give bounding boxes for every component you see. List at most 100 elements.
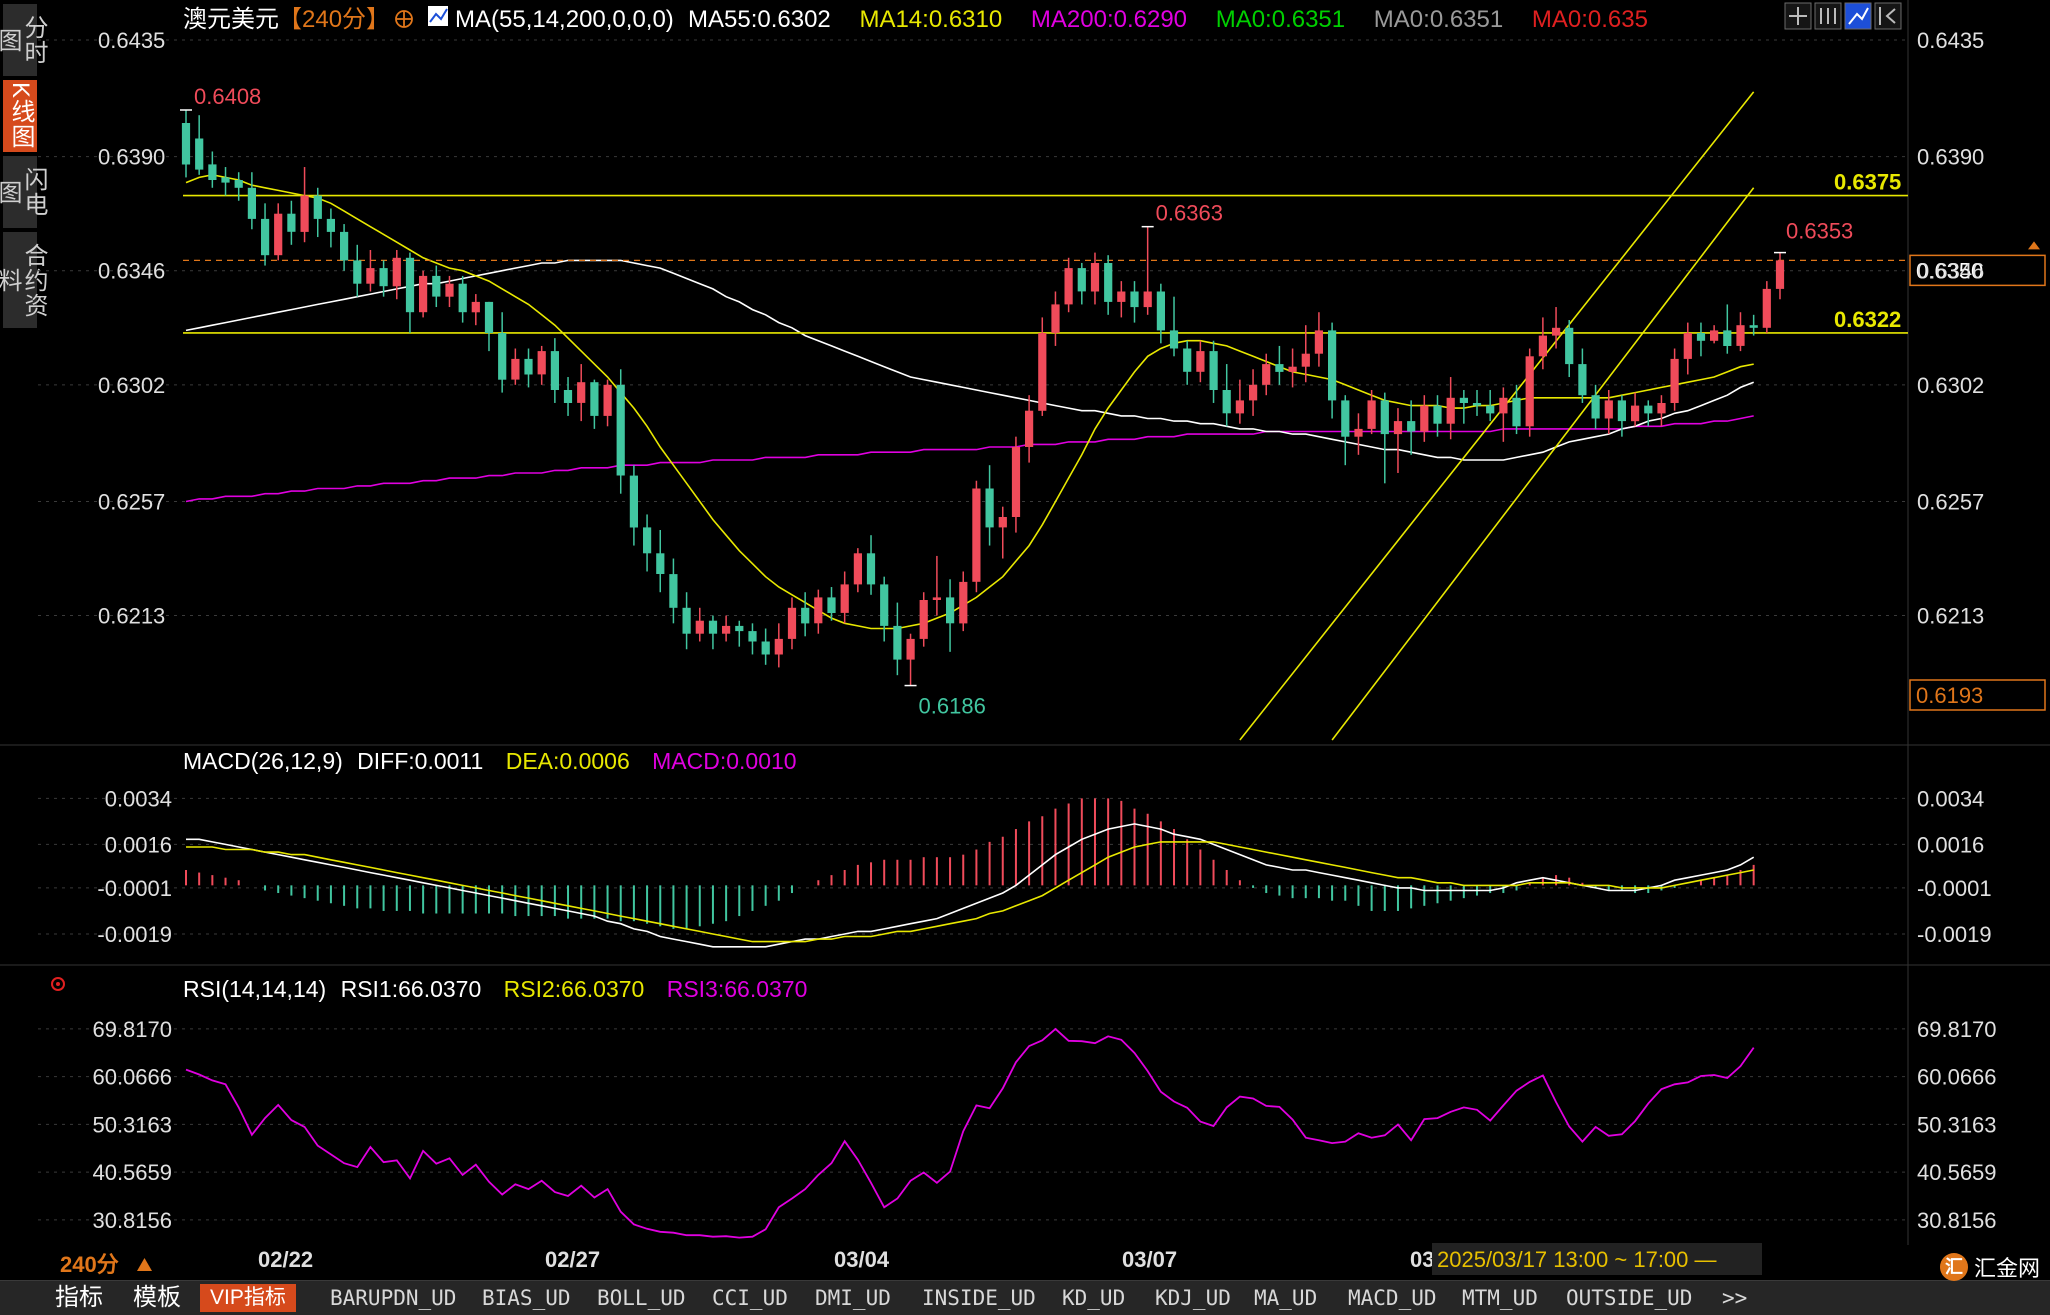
period-dropdown-icon[interactable] — [137, 1258, 152, 1271]
candle-body — [1314, 330, 1323, 354]
ma14-line — [185, 173, 1754, 630]
indicator-tab[interactable]: MA_UD — [1254, 1286, 1318, 1310]
lower-level-label: 0.6322 — [1834, 307, 1901, 332]
candle-body — [1104, 263, 1113, 302]
indicator-tab[interactable]: KD_UD — [1062, 1286, 1126, 1310]
candle-body — [748, 631, 757, 642]
candle-body — [340, 231, 349, 261]
candle-body — [498, 333, 507, 380]
legend-ma0-red: MA0:0.635 — [1532, 6, 1648, 33]
candle-body — [735, 625, 744, 632]
macd-panel — [185, 798, 1755, 948]
macd-title: MACD(26,12,9) — [183, 748, 343, 774]
grid-layout-icon[interactable] — [1784, 2, 1812, 30]
candle-body — [1591, 395, 1600, 419]
indicator-tab[interactable]: BIAS_UD — [482, 1286, 571, 1310]
candle-body — [524, 358, 533, 375]
indicator-tab[interactable]: BARUPDN_UD — [330, 1286, 457, 1310]
crosshair-time-tooltip: 2025/03/17 13:00 ~ 17:00 — — [1432, 1243, 1762, 1275]
candle-body — [774, 638, 783, 655]
bars-layout-icon[interactable] — [1814, 2, 1842, 30]
candle-body — [234, 180, 243, 188]
legend-ma200: MA200:0.6290 — [1031, 6, 1187, 33]
price-tick-label: 0.6302 — [1917, 373, 1984, 398]
candle-body — [1775, 260, 1785, 289]
rsi-legend: RSI(14,14,14) RSI1:66.0370 RSI2:66.0370 … — [183, 976, 807, 1002]
collapse-panel-icon[interactable] — [1874, 2, 1902, 30]
candle-body — [432, 275, 441, 297]
candle-body — [1710, 330, 1719, 341]
rsi-settings-icon[interactable] — [51, 977, 65, 991]
candle-body — [1459, 397, 1468, 403]
indicator-tab[interactable]: VIP指标 — [200, 1284, 296, 1312]
upper-level-label: 0.6375 — [1834, 170, 1901, 195]
macd-tick-label: 0.0034 — [105, 786, 172, 811]
candle-body — [919, 600, 928, 639]
macd-dea-line — [186, 841, 1754, 943]
indicator-tab[interactable]: MTM_UD — [1462, 1286, 1538, 1310]
rsi-tick-label: 40.5659 — [1917, 1160, 1997, 1185]
candle-body — [247, 187, 256, 219]
draw-tool-icon[interactable] — [1844, 2, 1872, 30]
rsi-line — [185, 1027, 1755, 1239]
macd-tick-label: 0.0034 — [1917, 786, 1984, 811]
legend-ma14: MA14:0.6310 — [859, 6, 1002, 33]
indicator-tab[interactable]: CCI_UD — [712, 1286, 788, 1310]
candle-body — [577, 382, 586, 403]
candle-body — [1499, 397, 1508, 414]
date-label: 02/22 — [258, 1247, 313, 1272]
indicator-tab-bar: 指标 模板 VIP指标 BARUPDN_UD BIAS_UD BOLL_UD CCI_UD D… — [0, 1280, 2050, 1315]
ma200-line — [185, 415, 1754, 503]
indicator-tab[interactable]: 指标 — [55, 1284, 103, 1311]
chart-area[interactable]: 澳元美元 【240分】 MA(55,14,200,0,0,0) MA55:0.6… — [0, 0, 2050, 1280]
symbol-title: 澳元美元 — [183, 6, 279, 33]
candle-body — [208, 164, 217, 180]
candle-body — [1235, 400, 1244, 414]
macd-tick-label: 0.0016 — [1917, 832, 1984, 857]
period-selector[interactable]: 240分 — [60, 1252, 119, 1277]
ma-settings-icon[interactable] — [428, 6, 448, 26]
date-axis: 02/22 02/27 03/04 03/07 03 — [258, 1247, 1434, 1272]
rsi-tick-label: 30.8156 — [1917, 1208, 1997, 1233]
candle-body — [1090, 263, 1100, 292]
macd-tick-label: 0.0016 — [105, 832, 172, 857]
candle-body — [1552, 327, 1561, 336]
indicator-tab[interactable]: OUTSIDE_UD — [1566, 1286, 1693, 1310]
indicator-tab[interactable]: DMI_UD — [815, 1286, 891, 1310]
rsi-tick-label: 69.8170 — [1917, 1017, 1997, 1042]
svg-text:2025/03/17 13:00 ~ 17:00 —: 2025/03/17 13:00 ~ 17:00 — — [1437, 1247, 1717, 1272]
candle-body — [893, 625, 902, 660]
price-tick-label: 0.6435 — [98, 28, 165, 53]
candle-body — [801, 607, 810, 624]
candle-body — [326, 218, 335, 232]
indicator-tab[interactable]: BOLL_UD — [597, 1286, 686, 1310]
candle-body — [629, 475, 638, 528]
candle-body — [353, 260, 362, 284]
macd-legend: MACD(26,12,9) DIFF:0.0011 DEA:0.0006 MAC… — [183, 748, 797, 774]
current-price-marker-icon — [2028, 241, 2040, 250]
tab-kline[interactable]: K线图 — [3, 80, 37, 152]
indicator-tab[interactable]: MACD_UD — [1348, 1286, 1437, 1310]
candle-body — [1143, 291, 1152, 308]
add-indicator-icon[interactable] — [395, 10, 413, 28]
legend-ma0-green: MA0:0.6351 — [1216, 6, 1345, 33]
candle-body — [840, 584, 849, 613]
candle-body — [643, 527, 652, 554]
rsi-title: RSI(14,14,14) — [183, 976, 326, 1002]
candle-body — [445, 283, 454, 297]
candle-body — [985, 488, 994, 528]
indicator-tab[interactable]: >> — [1722, 1286, 1748, 1310]
candle-body — [1301, 353, 1310, 367]
price-tick-label: 0.6257 — [1917, 489, 1984, 514]
price-axis-right: 0.6435 0.6390 0.6346 0.6302 0.6257 0.6213 — [1917, 28, 1984, 629]
candle-body — [511, 358, 520, 380]
candle-body — [1578, 364, 1587, 396]
indicator-tab[interactable]: 模板 — [133, 1284, 181, 1311]
price-tick-label: 0.6213 — [1917, 604, 1984, 629]
macd-diff-line — [186, 823, 1755, 948]
candle-body — [1249, 384, 1258, 401]
indicator-tab[interactable]: INSIDE_UD — [922, 1286, 1036, 1310]
candle-body — [814, 597, 823, 624]
indicator-tab[interactable]: KDJ_UD — [1155, 1286, 1231, 1310]
candle-body — [1038, 333, 1047, 411]
